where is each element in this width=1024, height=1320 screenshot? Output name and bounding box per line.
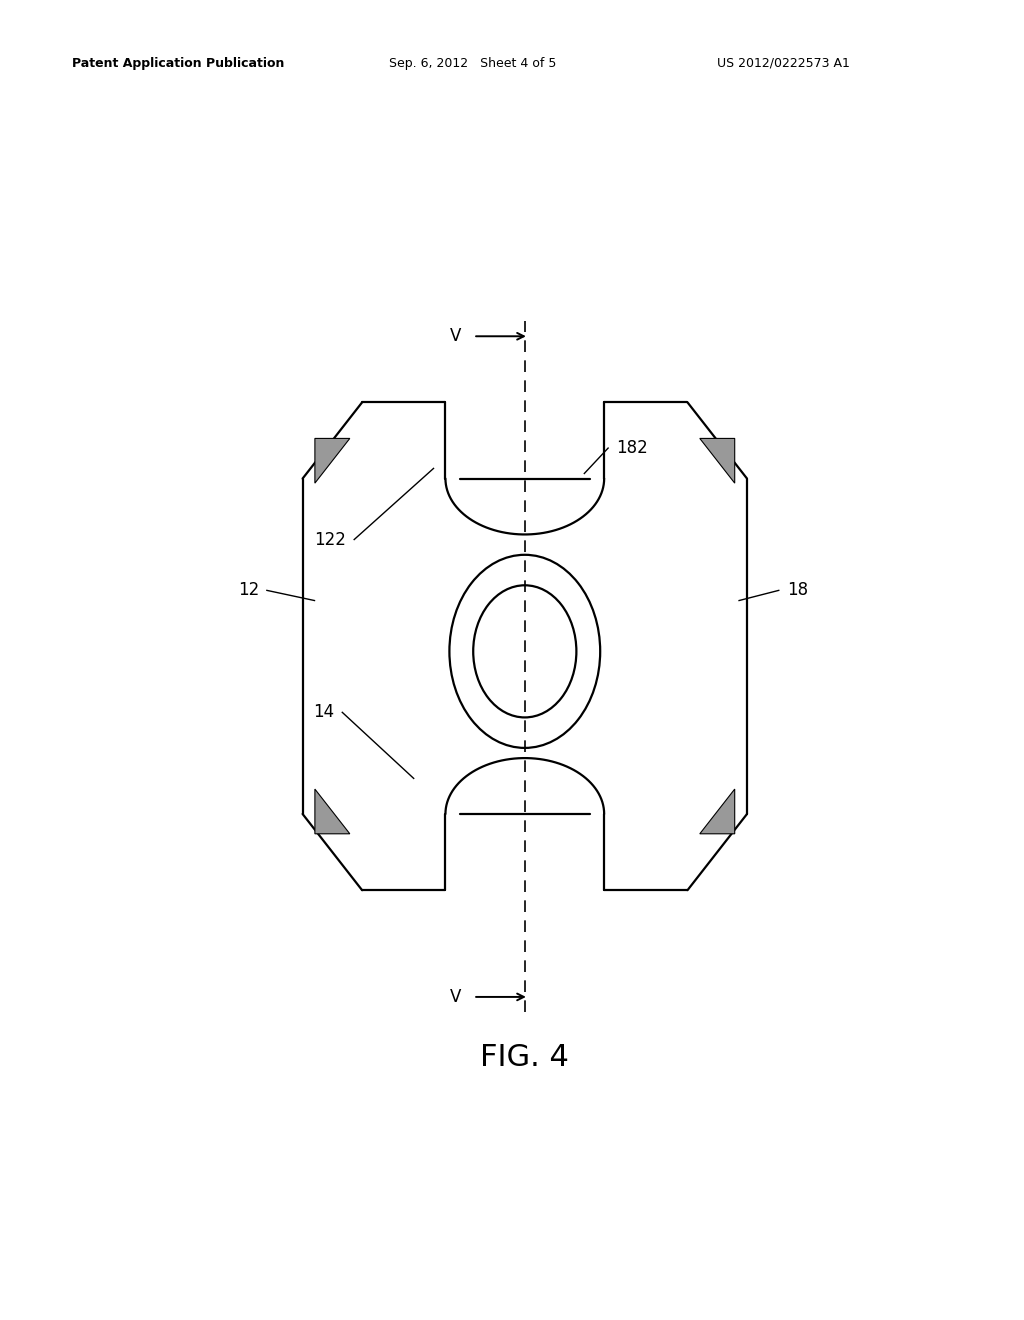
Text: 122: 122 [314,531,346,549]
Polygon shape [699,789,734,834]
Polygon shape [699,438,734,483]
Text: 182: 182 [616,440,648,457]
Text: FIG. 4: FIG. 4 [480,1043,569,1072]
Text: 18: 18 [786,581,808,599]
Text: V: V [450,327,461,346]
Text: V: V [450,987,461,1006]
Text: 12: 12 [238,581,259,599]
Text: Patent Application Publication: Patent Application Publication [72,57,284,70]
Text: US 2012/0222573 A1: US 2012/0222573 A1 [717,57,850,70]
Polygon shape [315,438,350,483]
Text: Sep. 6, 2012   Sheet 4 of 5: Sep. 6, 2012 Sheet 4 of 5 [389,57,556,70]
Text: 14: 14 [313,704,334,721]
Polygon shape [315,789,350,834]
